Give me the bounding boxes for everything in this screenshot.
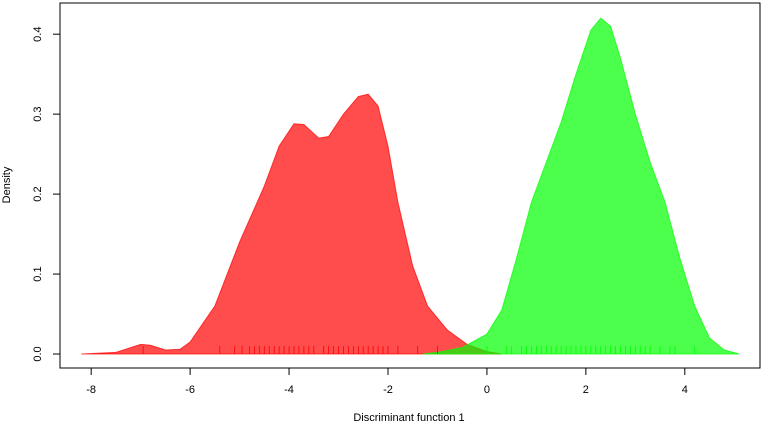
x-tick-label: 2 (583, 384, 589, 396)
y-tick-label: 0.4 (32, 27, 44, 42)
density-area (422, 17, 740, 355)
y-axis-title: Density (1, 166, 13, 203)
y-tick-label: 0.2 (32, 186, 44, 201)
x-axis-title: Discriminant function 1 (353, 412, 464, 423)
x-tick-label: 4 (682, 384, 688, 396)
plot-frame (59, 2, 761, 369)
x-tick-label: -8 (86, 384, 96, 396)
y-tick-label: 0.3 (32, 106, 44, 121)
x-tick-label: -2 (383, 384, 393, 396)
x-tick-label: 0 (484, 384, 490, 396)
y-tick-label: 0.0 (32, 346, 44, 361)
x-tick-label: -4 (284, 384, 294, 396)
density-area (81, 93, 502, 355)
x-tick-label: -6 (185, 384, 195, 396)
y-tick-label: 0.1 (32, 266, 44, 281)
